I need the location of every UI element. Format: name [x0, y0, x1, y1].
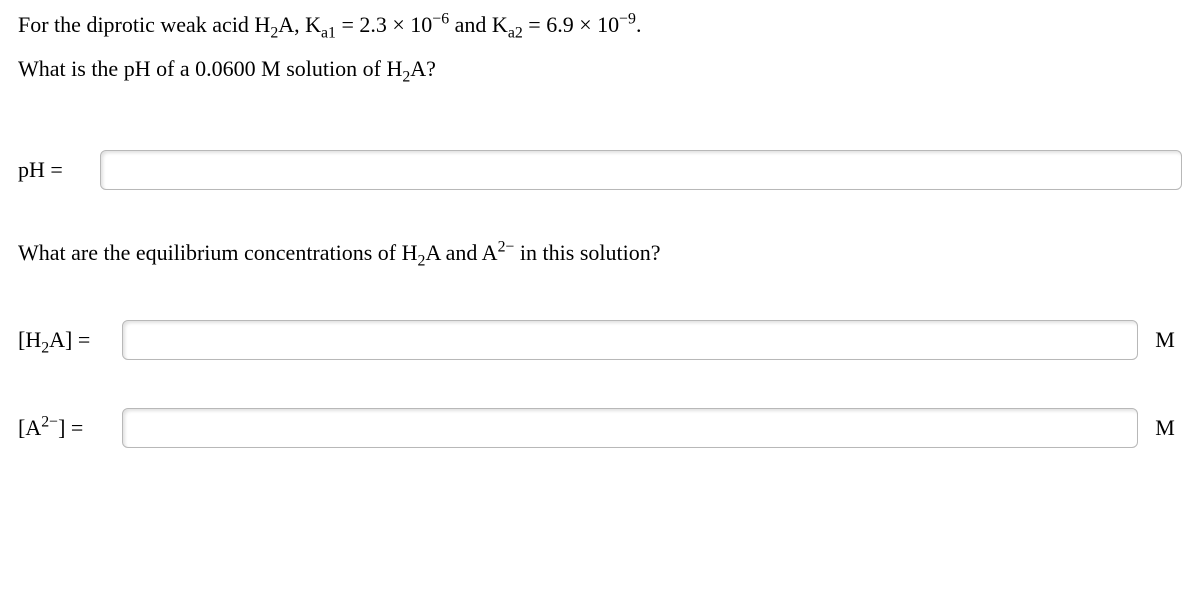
- text: A, K: [278, 12, 321, 37]
- a2minus-label: [A2−] =: [18, 415, 110, 441]
- problem-statement-line2: What is the pH of a 0.0600 M solution of…: [18, 56, 1182, 82]
- a2minus-input[interactable]: [122, 408, 1138, 448]
- text: .: [636, 12, 642, 37]
- text: ] =: [58, 415, 83, 440]
- ka1-value: 2.3 × 10: [359, 12, 432, 37]
- ph-label: pH =: [18, 157, 88, 183]
- problem-statement-line1: For the diprotic weak acid H2A, Ka1 = 2.…: [18, 12, 1182, 38]
- h2a-row: [H2A] = M: [18, 320, 1182, 360]
- text: [A: [18, 415, 41, 440]
- h2a-input[interactable]: [122, 320, 1138, 360]
- h2a-label: [H2A] =: [18, 327, 110, 353]
- text: solution of H: [281, 56, 403, 81]
- ph-input[interactable]: [100, 150, 1182, 190]
- text: For the diprotic weak acid H: [18, 12, 270, 37]
- text: What are the equilibrium concentrations …: [18, 240, 418, 265]
- h2a-unit: M: [1148, 327, 1182, 353]
- ph-row: pH =: [18, 150, 1182, 190]
- subscript: a2: [508, 24, 523, 41]
- text: A] =: [49, 327, 90, 352]
- subscript: a1: [321, 24, 336, 41]
- text: =: [523, 12, 546, 37]
- text: and K: [449, 12, 508, 37]
- ka2-value: 6.9 × 10: [546, 12, 619, 37]
- question-2: What are the equilibrium concentrations …: [18, 240, 1182, 266]
- subscript: 2: [41, 339, 49, 356]
- concentration-value: 0.0600 M: [195, 56, 281, 81]
- text: in this solution?: [514, 240, 660, 265]
- text: [H: [18, 327, 41, 352]
- a2minus-unit: M: [1148, 415, 1182, 441]
- superscript: 2−: [41, 414, 58, 431]
- text: A?: [410, 56, 436, 81]
- ka2-exponent: −9: [619, 11, 636, 28]
- problem-page: For the diprotic weak acid H 2 A, Ka1 = 2.…: [0, 0, 1200, 448]
- superscript: 2−: [498, 239, 515, 256]
- text: A and A: [425, 240, 497, 265]
- text: =: [336, 12, 359, 37]
- text: What is the pH of a: [18, 56, 195, 81]
- a2minus-row: [A2−] = M: [18, 408, 1182, 448]
- ka1-exponent: −6: [432, 11, 449, 28]
